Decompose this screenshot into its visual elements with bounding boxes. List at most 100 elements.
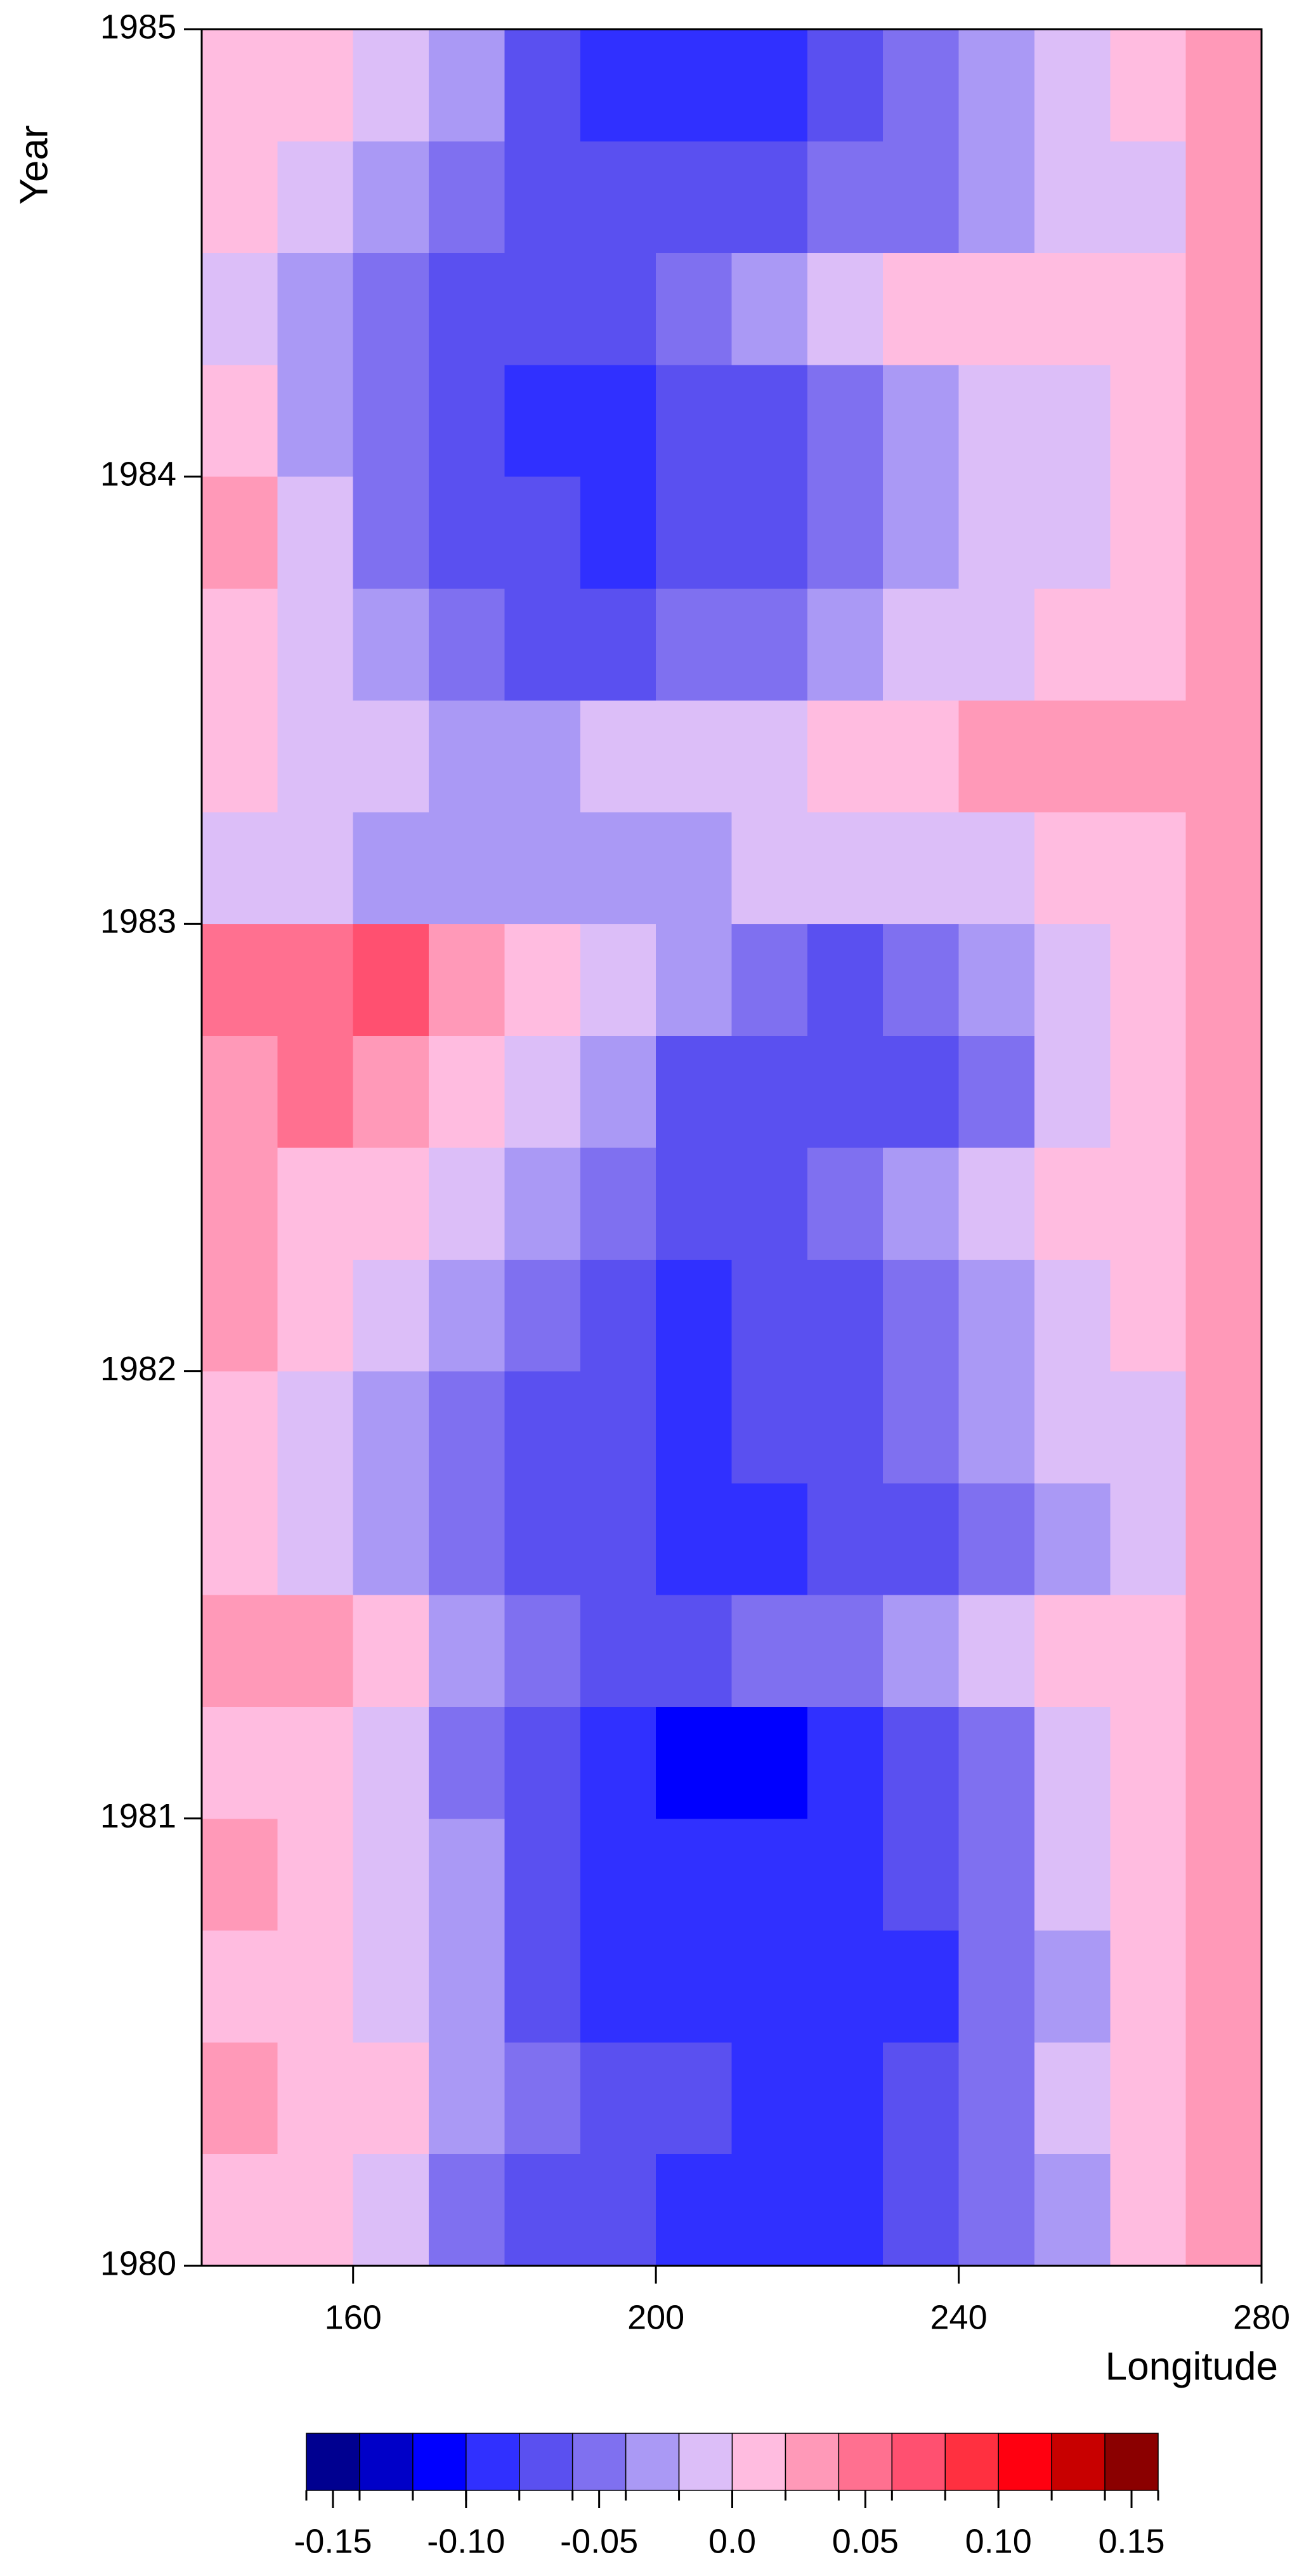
heatmap-cell: [731, 1595, 808, 1707]
heatmap-cell: [656, 1035, 732, 1148]
heatmap-cell: [353, 1595, 429, 1707]
heatmap-cell: [1185, 924, 1262, 1036]
heatmap-cell: [883, 364, 960, 477]
heatmap-cell: [883, 1035, 960, 1148]
heatmap-cell: [958, 1147, 1035, 1260]
heatmap-cell: [580, 2154, 656, 2266]
heatmap-cell: [202, 1818, 278, 1931]
heatmap-cell: [429, 1147, 505, 1260]
heatmap-cell: [1110, 1371, 1187, 1484]
heatmap-cell: [580, 1371, 656, 1484]
heatmap-cell: [580, 1706, 656, 1819]
colorbar-box: [838, 2433, 893, 2491]
heatmap-cell: [958, 364, 1035, 477]
heatmap-cell: [1034, 1706, 1111, 1819]
heatmap-cell: [1034, 1595, 1111, 1707]
heatmap-cell: [807, 700, 884, 813]
heatmap-cell: [353, 1482, 429, 1595]
heatmap-cell: [807, 1371, 884, 1484]
heatmap-cell: [1110, 1930, 1187, 2043]
heatmap-cell: [656, 1595, 732, 1707]
heatmap-cell: [202, 252, 278, 365]
heatmap-cell: [1185, 1706, 1262, 1819]
colorbar-box: [412, 2433, 467, 2491]
heatmap-cell: [353, 1035, 429, 1148]
heatmap-cell: [580, 252, 656, 365]
heatmap-cell: [1185, 1930, 1262, 2043]
heatmap-cell: [202, 141, 278, 254]
y-tick-label: 1984: [100, 455, 176, 493]
colorbar-box: [306, 2433, 360, 2491]
heatmap-cell: [656, 1482, 732, 1595]
heatmap-cell: [580, 1259, 656, 1372]
heatmap-cell: [883, 29, 960, 141]
heatmap-cell: [656, 364, 732, 477]
heatmap-cell: [1110, 364, 1187, 477]
heatmap-cell: [807, 1035, 884, 1148]
heatmap-cell: [504, 476, 581, 589]
heatmap-cell: [656, 1706, 732, 1819]
heatmap-cell: [580, 1930, 656, 2043]
colorbar-box: [359, 2433, 414, 2491]
heatmap-cell: [656, 588, 732, 701]
heatmap-cell: [429, 1818, 505, 1931]
heatmap-cell: [731, 1482, 808, 1595]
heatmap-cell: [504, 252, 581, 365]
heatmap-cell: [731, 1818, 808, 1931]
heatmap-cell: [353, 141, 429, 254]
heatmap-cell: [202, 924, 278, 1036]
heatmap-cell: [1110, 700, 1187, 813]
heatmap-cell: [807, 364, 884, 477]
heatmap-cell: [277, 1482, 354, 1595]
heatmap-cell: [202, 1259, 278, 1372]
heatmap-cell: [429, 1035, 505, 1148]
heatmap-cell: [807, 1147, 884, 1260]
heatmap-cell: [958, 1595, 1035, 1707]
colorbar-tick-label: 0.15: [1098, 2522, 1164, 2560]
heatmap-cell: [353, 476, 429, 589]
heatmap-cell: [202, 476, 278, 589]
heatmap-cell: [883, 1930, 960, 2043]
heatmap-cell: [504, 812, 581, 924]
heatmap-cell: [202, 588, 278, 701]
heatmap-cell: [1110, 29, 1187, 141]
colorbar-tick-label: 0.0: [708, 2522, 756, 2560]
heatmap-cell: [1034, 252, 1111, 365]
y-tick-label: 1985: [100, 8, 176, 46]
heatmap-cell: [1185, 252, 1262, 365]
heatmap-cell: [731, 1930, 808, 2043]
heatmap-cell: [958, 1035, 1035, 1148]
heatmap-cell: [731, 252, 808, 365]
heatmap-cell: [353, 1259, 429, 1372]
colorbar-tick-label: 0.10: [965, 2522, 1032, 2560]
heatmap-cell: [1034, 1371, 1111, 1484]
heatmap-cell: [580, 476, 656, 589]
heatmap-cell: [504, 364, 581, 477]
heatmap-cell: [1110, 1595, 1187, 1707]
heatmap-cell: [429, 1595, 505, 1707]
heatmap-cell: [731, 700, 808, 813]
heatmap-cell: [1185, 812, 1262, 924]
heatmap-cell: [1034, 812, 1111, 924]
heatmap-cell: [202, 1930, 278, 2043]
heatmap-cell: [807, 252, 884, 365]
heatmap-cell: [353, 812, 429, 924]
heatmap-cell: [883, 2042, 960, 2155]
heatmap-cell: [731, 1259, 808, 1372]
heatmap-cell: [656, 476, 732, 589]
heatmap-cell: [656, 1371, 732, 1484]
heatmap-cell: [580, 924, 656, 1036]
colorbar-box: [731, 2433, 786, 2491]
heatmap-cell: [958, 476, 1035, 589]
heatmap-cell: [277, 812, 354, 924]
heatmap-cell: [580, 588, 656, 701]
heatmap-cell: [353, 252, 429, 365]
heatmap-cell: [656, 1818, 732, 1931]
heatmap-cell: [958, 588, 1035, 701]
colorbar-box: [519, 2433, 573, 2491]
heatmap-cell: [731, 1371, 808, 1484]
y-tick-label: 1982: [100, 1350, 176, 1388]
heatmap-cell: [580, 364, 656, 477]
heatmap-cell: [429, 2154, 505, 2266]
heatmap-cell: [656, 141, 732, 254]
